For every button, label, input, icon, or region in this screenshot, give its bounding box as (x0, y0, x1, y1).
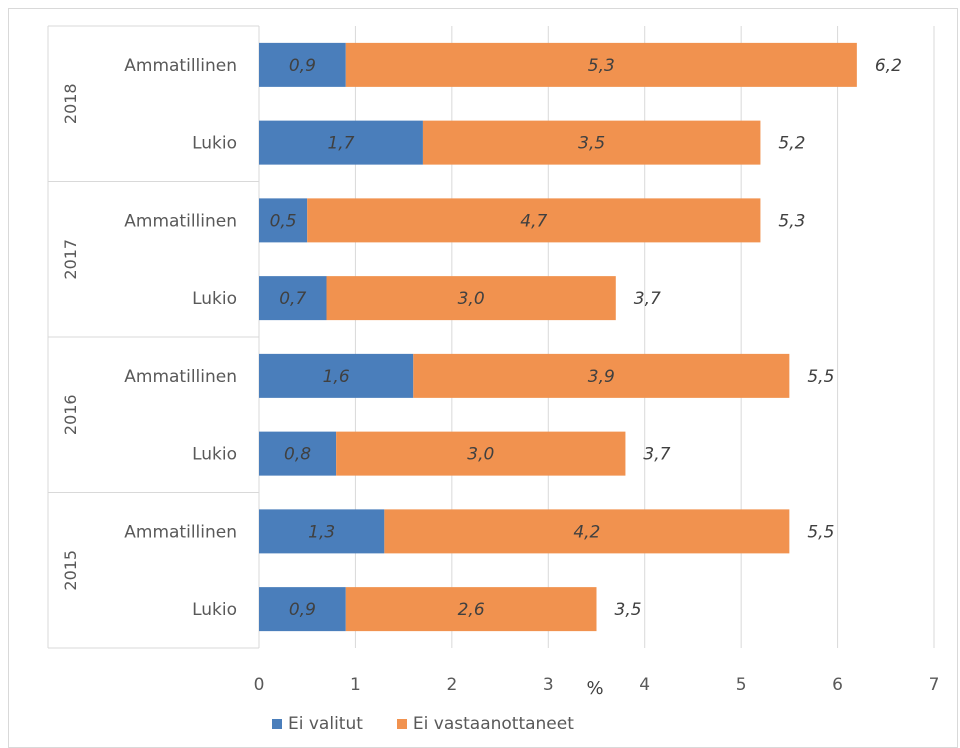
x-tick-label-7: 7 (929, 675, 940, 695)
category-label-2016-lukio: Lukio (192, 445, 237, 465)
bar-ei-valitut-2018-lukio (259, 120, 423, 165)
x-tick-label-5: 5 (736, 675, 747, 695)
bar-ei-valitut-2016-lukio (259, 431, 337, 476)
x-axis-unit: % (586, 678, 603, 699)
data-label-ei-vastaanottaneet-2015-lukio: 2,6 (458, 600, 485, 620)
year-label-2017: 2017 (61, 239, 80, 280)
bar-ei-vastaanottaneet-2018-lukio (422, 120, 761, 165)
bar-ei-valitut-2015-ammatillinen (259, 509, 385, 554)
data-label-ei-valitut-2015-ammatillinen: 1,3 (308, 522, 335, 542)
bar-ei-vastaanottaneet-2015-ammatillinen (384, 509, 790, 554)
data-label-total-2016-ammatillinen: 5,5 (807, 367, 834, 387)
category-label-2015-lukio: Lukio (192, 600, 237, 620)
year-label-2015: 2015 (61, 550, 80, 591)
data-label-ei-valitut-2018-ammatillinen: 0,9 (289, 56, 316, 76)
data-label-ei-vastaanottaneet-2017-lukio: 3,0 (458, 289, 485, 309)
bar-ei-valitut-2015-lukio (259, 587, 346, 632)
year-label-2016: 2016 (61, 394, 80, 435)
x-tick-label-0: 0 (254, 675, 265, 695)
category-label-2015-ammatillinen: Ammatillinen (124, 522, 237, 542)
legend-item-ei-vastaanottaneet: Ei vastaanottaneet (396, 714, 574, 734)
category-label-2017-lukio: Lukio (192, 289, 237, 309)
data-label-ei-valitut-2017-ammatillinen: 0,5 (270, 211, 297, 231)
legend-item-ei-valitut: Ei valitut (272, 714, 363, 734)
category-label-2018-ammatillinen: Ammatillinen (124, 56, 237, 76)
x-tick-label-3: 3 (543, 675, 554, 695)
data-label-ei-vastaanottaneet-2018-lukio: 3,5 (578, 134, 605, 154)
bar-ei-valitut-2017-ammatillinen (259, 198, 308, 243)
x-tick-label-2: 2 (446, 675, 457, 695)
data-label-total-2018-lukio: 5,2 (778, 134, 805, 154)
data-label-ei-vastaanottaneet-2018-ammatillinen: 5,3 (588, 56, 615, 76)
data-label-ei-vastaanottaneet-2017-ammatillinen: 4,7 (520, 211, 547, 231)
data-label-total-2018-ammatillinen: 6,2 (875, 56, 902, 76)
category-label-2018-lukio: Lukio (192, 134, 237, 154)
bar-ei-vastaanottaneet-2016-ammatillinen (413, 353, 790, 398)
data-label-ei-vastaanottaneet-2016-ammatillinen: 3,9 (588, 367, 615, 387)
data-label-total-2015-ammatillinen: 5,5 (807, 522, 834, 542)
legend-swatch-ei-valitut (272, 719, 282, 729)
data-label-ei-valitut-2017-lukio: 0,7 (279, 289, 306, 309)
data-label-ei-valitut-2016-ammatillinen: 1,6 (323, 367, 350, 387)
year-label-2018: 2018 (61, 83, 80, 124)
data-label-total-2017-lukio: 3,7 (634, 289, 661, 309)
legend-label-ei-vastaanottaneet: Ei vastaanottaneet (412, 714, 574, 734)
data-label-ei-vastaanottaneet-2015-ammatillinen: 4,2 (573, 522, 600, 542)
x-tick-label-4: 4 (639, 675, 650, 695)
bar-ei-valitut-2016-ammatillinen (259, 353, 414, 398)
bar-ei-valitut-2017-lukio (259, 276, 327, 321)
x-tick-label-1: 1 (350, 675, 361, 695)
data-label-ei-valitut-2016-lukio: 0,8 (284, 445, 311, 465)
x-tick-label-6: 6 (832, 675, 843, 695)
legend-swatch-ei-vastaanottaneet (396, 719, 407, 729)
data-label-total-2016-lukio: 3,7 (643, 445, 670, 465)
legend: Ei valitut Ei vastaanottaneet (272, 714, 574, 734)
data-label-ei-valitut-2015-lukio: 0,9 (289, 600, 316, 620)
bar-ei-vastaanottaneet-2017-lukio (326, 276, 616, 321)
data-label-ei-valitut-2018-lukio: 1,7 (327, 134, 354, 154)
bar-ei-valitut-2018-ammatillinen (259, 42, 346, 87)
bar-ei-vastaanottaneet-2016-lukio (336, 431, 626, 476)
category-label-2017-ammatillinen: Ammatillinen (124, 211, 237, 231)
bar-ei-vastaanottaneet-2017-ammatillinen (307, 198, 761, 243)
data-label-total-2015-lukio: 3,5 (615, 600, 642, 620)
bar-ei-vastaanottaneet-2018-ammatillinen (345, 42, 857, 87)
legend-label-ei-valitut: Ei valitut (288, 714, 363, 734)
bar-ei-vastaanottaneet-2015-lukio (345, 587, 597, 632)
data-label-total-2017-ammatillinen: 5,3 (778, 211, 805, 231)
data-label-ei-vastaanottaneet-2016-lukio: 3,0 (467, 445, 494, 465)
category-label-2016-ammatillinen: Ammatillinen (124, 367, 237, 387)
